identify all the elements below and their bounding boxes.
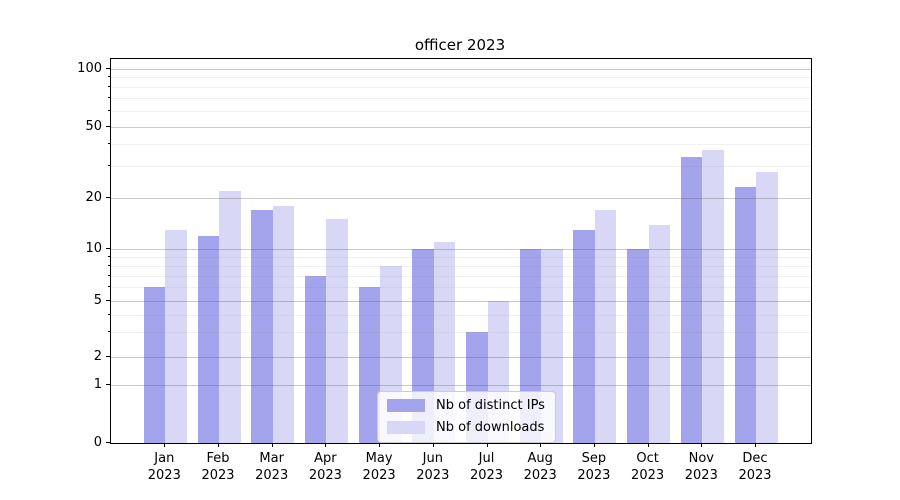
x-tick-label-oct: Oct 2023: [631, 451, 665, 483]
gridline-10: [111, 249, 811, 251]
gridline-5: [111, 300, 811, 302]
x-tick-jan: [164, 443, 166, 447]
x-tick-label-may: May 2023: [362, 451, 396, 483]
y-tick-label-10: 10: [85, 241, 102, 257]
legend-swatch-distinct-ips-icon: [387, 399, 425, 412]
bar-distinct-ips-may: [358, 287, 381, 443]
x-tick-nov: [701, 443, 703, 447]
bar-downloads-mar: [272, 205, 295, 443]
bar-downloads-oct: [648, 224, 671, 443]
legend: Nb of distinct IPs Nb of downloads: [377, 391, 556, 443]
bar-downloads-jan: [165, 230, 187, 443]
x-tick-jul: [486, 443, 488, 447]
y-minor-tick-70: [108, 97, 110, 99]
y-tick-2: [106, 355, 110, 357]
gridline-90: [111, 77, 811, 79]
bar-distinct-ips-oct: [627, 249, 649, 443]
gridline-40: [111, 143, 811, 145]
y-tick-20: [106, 197, 110, 198]
y-minor-tick-4: [108, 313, 110, 315]
y-minor-tick-60: [108, 110, 110, 112]
y-tick-label-50: 50: [85, 118, 102, 134]
gridline-8: [111, 266, 811, 268]
legend-swatch-downloads-icon: [387, 421, 425, 434]
y-tick-label-2: 2: [93, 348, 102, 364]
y-minor-tick-3: [108, 331, 110, 333]
y-minor-tick-30: [108, 165, 110, 167]
y-minor-tick-8: [108, 265, 110, 267]
x-tick-oct: [647, 443, 649, 447]
x-tick-may: [379, 443, 381, 447]
x-tick-apr: [325, 443, 327, 447]
gridline-7: [111, 275, 811, 277]
gridline-70: [111, 98, 811, 100]
x-tick-dec: [755, 443, 756, 447]
y-tick-0: [106, 442, 110, 443]
y-minor-tick-40: [108, 142, 110, 144]
gridline-60: [111, 111, 811, 113]
y-tick-10: [106, 248, 110, 250]
x-tick-label-dec: Dec 2023: [738, 451, 772, 483]
y-tick-label-1: 1: [93, 377, 102, 393]
chart-title: officer 2023: [414, 36, 506, 54]
bar-distinct-ips-mar: [251, 210, 273, 443]
gridline-9: [111, 257, 811, 259]
legend-label-downloads: Nb of downloads: [436, 420, 545, 435]
gridline-2: [111, 356, 811, 358]
bar-distinct-ips-apr: [304, 275, 327, 443]
gridline-20: [111, 198, 811, 199]
x-tick-sep: [593, 443, 595, 447]
y-minor-tick-9: [108, 256, 110, 258]
x-tick-jun: [432, 443, 434, 447]
y-tick-5: [106, 299, 110, 301]
y-tick-label-20: 20: [85, 190, 102, 205]
y-tick-50: [106, 125, 110, 127]
y-minor-tick-80: [108, 86, 110, 88]
y-tick-1: [106, 384, 110, 386]
bar-downloads-nov: [702, 150, 724, 443]
x-tick-mar: [271, 443, 273, 447]
x-tick-aug: [540, 443, 542, 447]
x-tick-label-aug: Aug 2023: [523, 451, 557, 483]
x-tick-label-sep: Sep 2023: [577, 451, 611, 483]
gridline-3: [111, 332, 811, 334]
x-tick-label-jul: Jul 2023: [469, 451, 504, 483]
y-tick-label-0: 0: [93, 435, 102, 450]
bar-distinct-ips-jan: [143, 287, 166, 443]
bar-distinct-ips-feb: [197, 235, 219, 443]
bar-downloads-feb: [219, 190, 241, 443]
legend-label-distinct-ips: Nb of distinct IPs: [436, 398, 545, 413]
bar-downloads-apr: [326, 219, 348, 443]
bar-downloads-dec: [756, 171, 778, 443]
y-minor-tick-90: [108, 76, 110, 78]
bar-distinct-ips-sep: [573, 230, 595, 443]
x-tick-feb: [218, 443, 219, 447]
x-tick-label-jun: Jun 2023: [416, 451, 450, 483]
gridline-1: [111, 385, 811, 387]
bar-distinct-ips-nov: [680, 156, 703, 443]
legend-row-downloads: Nb of downloads: [387, 420, 545, 435]
bar-distinct-ips-dec: [734, 187, 756, 443]
gridline-100: [111, 68, 811, 70]
x-tick-label-mar: Mar 2023: [255, 451, 289, 483]
gridline-4: [111, 314, 811, 316]
x-tick-label-feb: Feb 2023: [201, 451, 235, 483]
gridline-50: [111, 126, 811, 128]
x-tick-label-apr: Apr 2023: [308, 451, 342, 483]
y-tick-label-100: 100: [77, 60, 102, 76]
y-tick-label-5: 5: [93, 292, 102, 308]
gridline-80: [111, 87, 811, 89]
x-tick-label-jan: Jan 2023: [147, 451, 181, 483]
x-tick-label-nov: Nov 2023: [684, 451, 718, 483]
gridline-6: [111, 287, 811, 289]
bar-downloads-sep: [594, 210, 617, 443]
y-tick-100: [106, 67, 110, 69]
y-minor-tick-7: [108, 274, 110, 276]
gridline-30: [111, 166, 811, 168]
plot-area: [110, 58, 812, 444]
legend-row-distinct-ips: Nb of distinct IPs: [387, 398, 545, 413]
y-minor-tick-6: [108, 286, 110, 288]
